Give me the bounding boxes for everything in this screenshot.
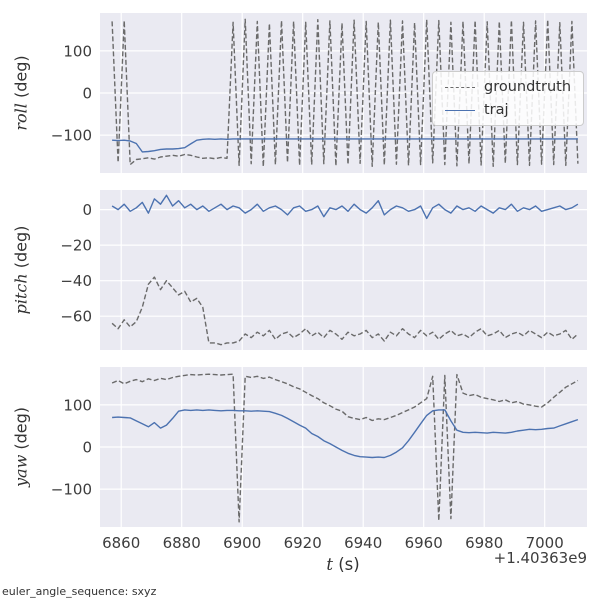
legend-item-groundtruth: groundtruth [445, 79, 571, 95]
yaw-axis-label: yaw (deg) [12, 407, 31, 487]
y-tick-label: −60 [60, 308, 92, 326]
y-tick-label: 0 [82, 85, 92, 103]
pitch-axis-label-var: pitch [11, 273, 31, 315]
roll-axis-label-var: roll [11, 103, 31, 131]
groundtruth-line-roll [111, 18, 579, 168]
y-tick-label: −40 [60, 272, 92, 290]
groundtruth-line-pitch [111, 276, 579, 346]
pitch-axis-label-unit: (deg) [11, 225, 31, 274]
x-tick-label: 7000 [526, 534, 564, 552]
y-tick-label: −20 [60, 237, 92, 255]
traj-line-sample [445, 109, 475, 111]
x-tick-label: 6920 [284, 534, 322, 552]
yaw-axis-label-unit: (deg) [11, 406, 31, 455]
time-axis-label-var: t [326, 555, 333, 574]
x-axis-offset-label: +1.40363e9 [493, 549, 587, 567]
yaw-axis-label-var: yaw [11, 454, 31, 488]
x-tick-label: 6900 [223, 534, 261, 552]
pitch-axis-label: pitch (deg) [12, 226, 31, 315]
subplot-bg-pitch [100, 190, 587, 350]
x-tick-label: 6860 [102, 534, 140, 552]
traj-line-roll [112, 138, 578, 153]
legend-label-groundtruth: groundtruth [484, 79, 572, 95]
y-tick-label: 100 [63, 42, 92, 60]
legend: groundtruth traj [432, 71, 585, 126]
groundtruth-line-sample [445, 86, 475, 88]
x-tick-label: 6940 [344, 534, 382, 552]
y-tick-label: −100 [51, 127, 92, 145]
groundtruth-line-yaw [111, 373, 579, 523]
y-tick-label: 0 [82, 201, 92, 219]
y-tick-label: 100 [63, 396, 92, 414]
x-tick-label: 6880 [163, 534, 201, 552]
euler-sequence-note: euler_angle_sequence: sxyz [2, 585, 157, 598]
legend-item-traj: traj [445, 102, 571, 118]
legend-label-traj: traj [484, 102, 509, 118]
x-tick-label: 6960 [405, 534, 443, 552]
y-tick-label: −100 [51, 481, 92, 499]
x-tick-label: 6980 [465, 534, 503, 552]
time-axis-label: t (s) [326, 555, 359, 574]
traj-line-yaw [112, 409, 579, 459]
time-axis-label-unit: (s) [332, 555, 360, 574]
roll-axis-label: roll (deg) [12, 55, 31, 130]
roll-axis-label-unit: (deg) [11, 55, 31, 104]
y-tick-label: 0 [82, 439, 92, 457]
traj-line-pitch [111, 194, 579, 220]
